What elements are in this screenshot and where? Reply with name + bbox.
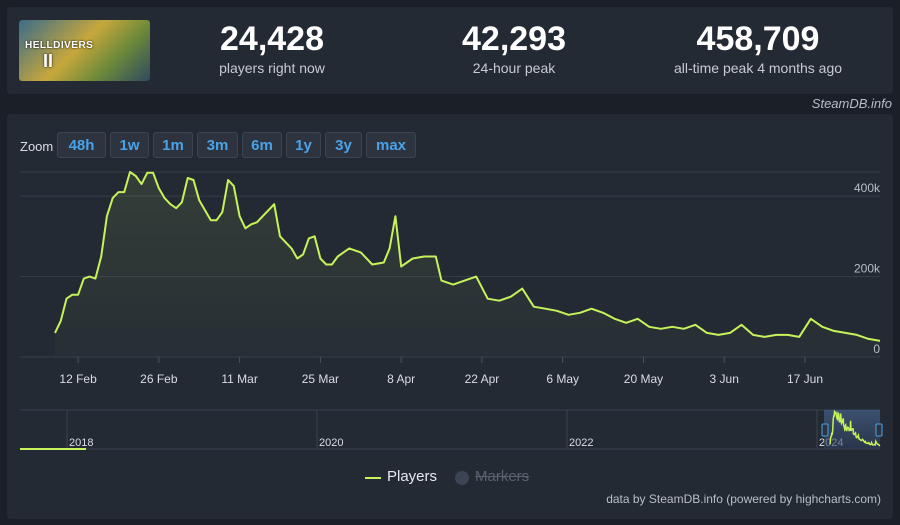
players-series-line[interactable] [54,171,881,342]
zoom-label: Zoom [20,139,54,154]
zoom-button-max[interactable]: max [366,132,416,158]
game-logo-text: HELLDIVERS [25,40,94,51]
navigator-frame [20,410,880,450]
players-swatch [365,477,381,479]
x-tick-label: 17 Jun [787,372,823,386]
navigator-left-handle[interactable] [821,423,829,437]
navigator[interactable]: 2018202020222024 [20,409,883,450]
stat-label: 24-hour peak [472,60,556,76]
x-tick-label: 20 May [624,372,663,386]
players-series-area [55,172,880,357]
x-tick-label: 26 Feb [140,372,178,386]
stat-value: 42,293 [462,20,566,58]
navigator-tick-label: 2020 [319,437,343,449]
game-logo-numeral: II [43,51,54,71]
x-tick-label: 6 May [546,372,579,386]
x-tick-label: 8 Apr [387,372,415,386]
stat-label: players right now [219,60,325,76]
navigator-axis: 2018202020222024 [66,410,843,449]
game-cover-image[interactable]: HELLDIVERS II [19,20,150,81]
highcharts-attribution-link[interactable]: data by SteamDB.info (powered by highcha… [606,492,881,506]
x-tick-label: 12 Feb [59,372,97,386]
zoom-button-3y[interactable]: 3y [325,132,362,158]
markers-swatch [455,471,469,485]
stat-label: all-time peak 4 months ago [673,60,843,76]
x-tick-label: 11 Mar [221,372,257,386]
x-tick-label: 25 Mar [302,372,339,386]
navigator-tick-label: 2022 [569,437,593,449]
x-tick-label: 22 Apr [465,372,500,386]
zoom-button-3m[interactable]: 3m [197,132,238,158]
stat-all-time-peak: 458,709 all-time peak 4 months ago [648,19,868,77]
stat-value: 458,709 [696,20,820,58]
y-tick-label: 400k [854,181,881,195]
zoom-button-6m[interactable]: 6m [242,132,282,158]
x-axis: 12 Feb 26 Feb 11 Mar 25 Mar 8 Apr 22 Apr 6 May… [59,357,823,386]
zoom-button-48h[interactable]: 48h [57,132,106,158]
navigator-series-line [829,409,881,447]
y-axis: 0200k400k [854,181,881,356]
zoom-button-1y[interactable]: 1y [286,132,321,158]
stat-24h-peak: 42,293 24-hour peak [404,19,624,77]
y-tick-label: 200k [854,262,881,276]
navigator-right-handle[interactable] [875,423,883,437]
zoom-button-1m[interactable]: 1m [153,132,193,158]
stat-current-players: 24,428 players right now [162,19,382,77]
navigator-tick-label: 2018 [69,437,93,449]
stats-panel: HELLDIVERS II 24,428 players right now 4… [7,7,893,94]
steamdb-attribution-link[interactable]: SteamDB.info [811,96,892,111]
legend-label-players: Players [387,468,438,485]
x-tick-label: 3 Jun [710,372,739,386]
legend-label-markers: Markers [475,468,530,485]
zoom-button-1w[interactable]: 1w [110,132,149,158]
stat-value: 24,428 [220,20,324,58]
